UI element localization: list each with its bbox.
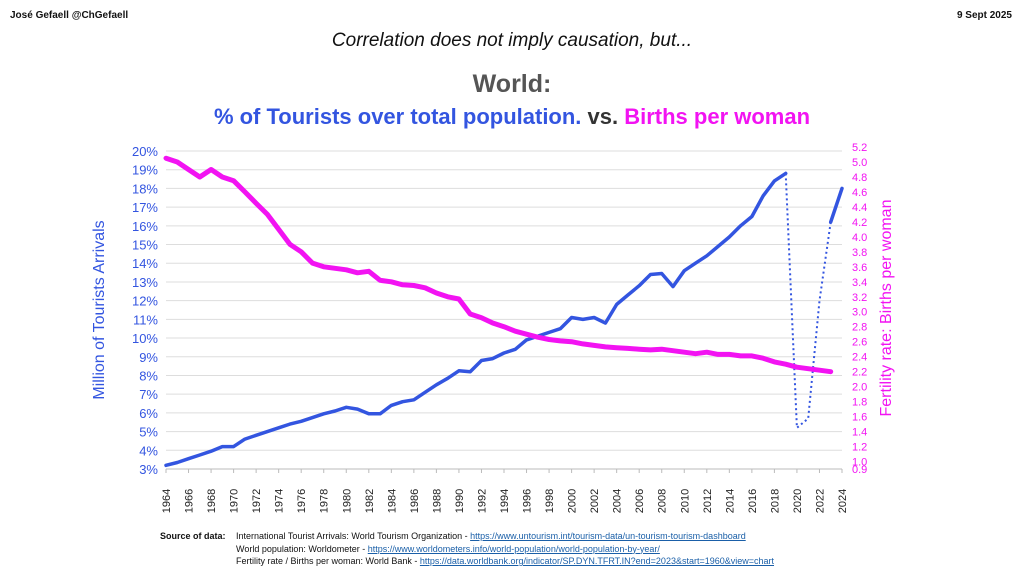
x-tick-label: 1982 xyxy=(364,489,376,513)
y-tick-label: 9% xyxy=(139,350,158,365)
y2-tick-label: 1.6 xyxy=(852,412,867,424)
y-tick-label: 10% xyxy=(132,331,158,346)
y-tick-label: 8% xyxy=(139,368,158,383)
y2-tick-label: 3.8 xyxy=(852,247,867,259)
y2-tick-label: 4.6 xyxy=(852,187,867,199)
source-text-fertility: Fertility rate / Births per woman: World… xyxy=(236,556,420,566)
y2-tick-label: 4.8 xyxy=(852,172,867,184)
chart-kicker: Correlation does not imply causation, bu… xyxy=(331,30,693,51)
source-text-population: World population: Worldometer - xyxy=(236,543,368,554)
subtitle-tourists: % of Tourists over total population. xyxy=(213,104,582,129)
data-sources: Source of data: International Tourist Arr… xyxy=(160,530,774,568)
x-tick-label: 1976 xyxy=(296,489,308,513)
series-line-tourists xyxy=(828,186,844,224)
y-tick-label: 6% xyxy=(139,406,158,421)
series-line-births xyxy=(163,155,834,375)
x-tick-label: 2008 xyxy=(657,489,669,513)
y2-tick-label: 4.0 xyxy=(852,232,867,244)
y2-tick-label: 1.8 xyxy=(852,397,867,409)
series-line-tourists xyxy=(164,171,788,468)
y2-tick-label: 3.4 xyxy=(852,277,867,289)
x-tick-label: 1992 xyxy=(476,489,488,513)
subtitle-births: Births per woman xyxy=(624,104,811,129)
x-tick-label: 2000 xyxy=(567,489,579,513)
x-tick-label: 2022 xyxy=(814,489,826,513)
y2-tick-label: 2.4 xyxy=(852,352,867,364)
chart-title: World: xyxy=(472,70,552,98)
x-tick-label: 1984 xyxy=(386,489,398,513)
x-tick-label: 2006 xyxy=(634,489,646,513)
x-tick-label: 1972 xyxy=(251,489,263,513)
y-tick-label: 7% xyxy=(139,387,158,402)
y2-tick-label: 4.2 xyxy=(852,217,867,229)
y2-tick-label: 1.2 xyxy=(852,442,867,454)
x-tick-label: 2014 xyxy=(724,489,736,513)
x-tick-label: 2010 xyxy=(679,489,691,513)
x-tick-label: 1994 xyxy=(499,489,511,513)
x-tick-label: 1974 xyxy=(274,489,286,513)
x-tick-label: 2002 xyxy=(589,489,601,513)
x-tick-label: 2018 xyxy=(769,489,781,513)
y2-tick-label: 1.4 xyxy=(852,427,867,439)
x-tick-label: 2020 xyxy=(792,489,804,513)
x-tick-label: 1968 xyxy=(206,489,218,513)
x-tick-label: 1988 xyxy=(431,489,443,513)
x-tick-label: 1966 xyxy=(184,489,196,513)
y-tick-label: 17% xyxy=(132,200,158,215)
y2-tick-label: 2.8 xyxy=(852,322,867,334)
y-tick-label: 15% xyxy=(132,238,158,253)
y2-tick-label: 5.2 xyxy=(852,142,867,154)
author-credit: José Gefaell @ChGefaell xyxy=(10,10,129,21)
y2-tick-label: 1.0 xyxy=(852,457,867,469)
x-tick-label: 2012 xyxy=(702,489,714,513)
sources-label: Source of data: xyxy=(160,531,226,541)
x-tick-label: 2024 xyxy=(837,489,849,513)
x-tick-label: 1980 xyxy=(341,489,353,513)
y-tick-label: 12% xyxy=(132,294,158,309)
source-link-population[interactable]: https://www.worldometers.info/world-popu… xyxy=(367,543,660,554)
x-tick-label: 1970 xyxy=(229,489,241,513)
y2-tick-label: 2.6 xyxy=(852,337,867,349)
y-tick-label: 14% xyxy=(132,256,158,271)
y2-tick-label: 0.9 xyxy=(852,464,867,476)
y-tick-label: 20% xyxy=(132,144,158,159)
y-tick-label: 18% xyxy=(132,181,158,196)
y2-tick-label: 3.6 xyxy=(852,262,867,274)
chart-subtitle: % of Tourists over total population. vs.… xyxy=(0,104,1024,130)
y2-tick-label: 3.0 xyxy=(852,307,867,319)
y-axis-title: Million of Tourists Arrivals xyxy=(91,220,108,399)
source-text-tourism: International Tourist Arrivals: World To… xyxy=(236,531,471,541)
y2-tick-label: 5.0 xyxy=(852,157,867,169)
x-tick-label: 1996 xyxy=(522,489,534,513)
y-tick-label: 5% xyxy=(139,425,158,440)
y2-tick-label: 3.2 xyxy=(852,292,867,304)
subtitle-vs: vs. xyxy=(581,104,625,129)
y-tick-label: 3% xyxy=(139,462,158,477)
y-tick-label: 19% xyxy=(132,163,158,178)
x-tick-label: 1964 xyxy=(161,489,173,513)
y2-tick-label: 2.2 xyxy=(852,367,867,379)
y2-axis-title: Fertility rate: Births per woman xyxy=(878,200,895,417)
source-link-fertility[interactable]: https://data.worldbank.org/indicator/SP.… xyxy=(419,556,775,566)
y-tick-label: 16% xyxy=(132,219,158,234)
x-tick-label: 2004 xyxy=(612,489,624,513)
y2-tick-label: 2.0 xyxy=(852,382,867,394)
x-tick-label: 1990 xyxy=(454,489,466,513)
publication-date: 9 Sept 2025 xyxy=(956,10,1012,21)
x-tick-label: 2016 xyxy=(747,489,759,513)
x-tick-label: 1986 xyxy=(409,489,421,513)
source-link-tourism[interactable]: https://www.untourism.int/tourism-data/u… xyxy=(470,531,746,541)
y2-tick-label: 4.4 xyxy=(852,202,867,214)
x-tick-label: 1978 xyxy=(319,489,331,513)
y-tick-label: 4% xyxy=(139,443,158,458)
x-tick-label: 1998 xyxy=(544,489,556,513)
y-tick-label: 13% xyxy=(132,275,158,290)
y-tick-label: 11% xyxy=(133,312,158,327)
